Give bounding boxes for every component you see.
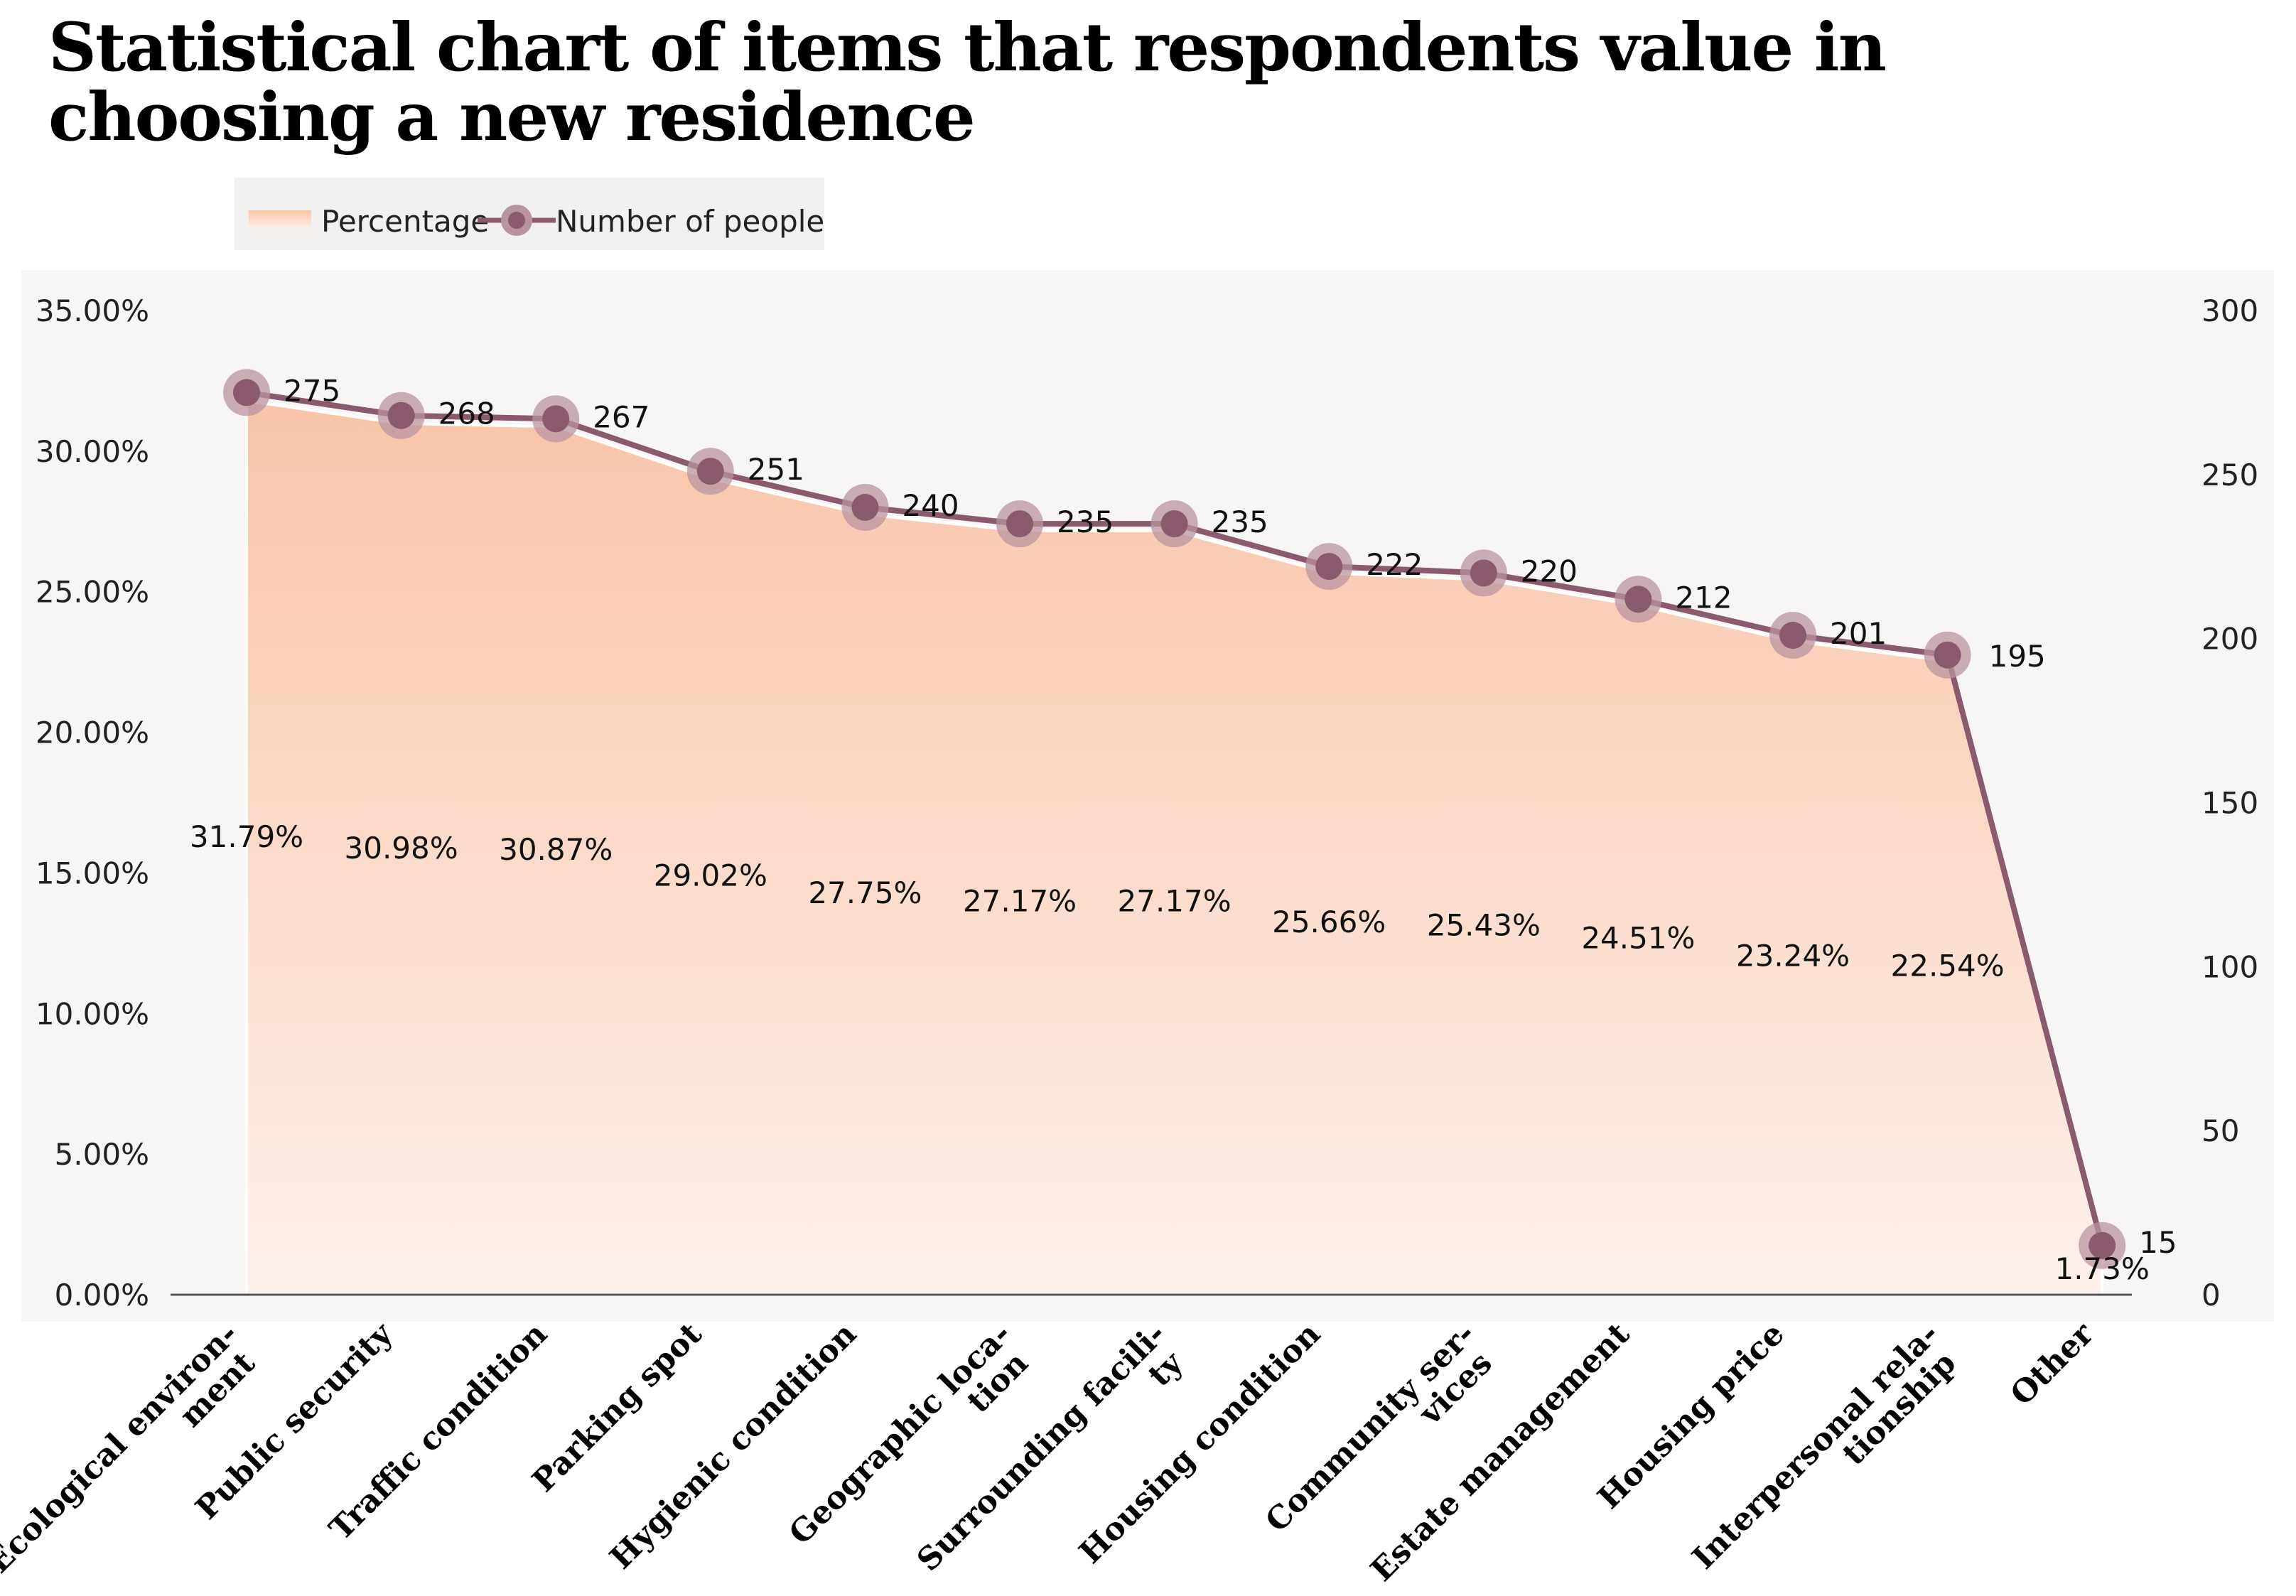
marker-point bbox=[696, 458, 724, 485]
legend: Percentage Number of people bbox=[235, 178, 824, 250]
right-tick-label: 0 bbox=[2201, 1278, 2221, 1312]
x-axis-label-line: Hygienic condition bbox=[603, 1316, 864, 1577]
right-axis: 0 50 100 150 200 250 300 bbox=[2201, 293, 2258, 1312]
count-data-label: 212 bbox=[1675, 580, 1732, 615]
percentage-data-label: 1.73% bbox=[2054, 1251, 2149, 1286]
count-data-label: 195 bbox=[1989, 639, 2046, 674]
marker-point bbox=[1160, 510, 1188, 538]
marker-point bbox=[542, 405, 570, 433]
right-tick-label: 250 bbox=[2201, 458, 2258, 492]
x-axis-label: Estate management bbox=[1364, 1315, 1637, 1588]
x-axis-label-line: Surrounding facili- bbox=[910, 1316, 1173, 1579]
right-tick-label: 100 bbox=[2201, 949, 2258, 984]
left-tick-label: 25.00% bbox=[36, 575, 149, 610]
marker-point bbox=[1779, 622, 1806, 649]
x-axis-label: Ecological environ-ment bbox=[0, 1316, 262, 1580]
count-data-label: 267 bbox=[593, 399, 650, 434]
percentage-data-label: 27.17% bbox=[963, 884, 1077, 919]
right-tick-label: 200 bbox=[2201, 622, 2258, 657]
marker-point bbox=[2089, 1231, 2116, 1259]
count-data-label: 275 bbox=[284, 373, 340, 408]
marker-point bbox=[233, 379, 260, 406]
count-data-label: 15 bbox=[2139, 1225, 2177, 1260]
marker-point bbox=[1624, 586, 1652, 613]
percentage-data-label: 30.98% bbox=[345, 831, 458, 866]
left-tick-label: 10.00% bbox=[36, 996, 149, 1031]
x-axis-label-line: Other bbox=[2004, 1315, 2101, 1413]
percentage-data-label: 27.75% bbox=[808, 875, 922, 910]
marker-point bbox=[1006, 510, 1033, 538]
count-data-label: 222 bbox=[1366, 547, 1423, 582]
left-tick-label: 30.00% bbox=[36, 434, 149, 469]
count-data-label: 251 bbox=[748, 452, 804, 487]
marker-point bbox=[387, 401, 415, 429]
count-data-label: 201 bbox=[1830, 616, 1887, 651]
left-tick-label: 20.00% bbox=[36, 716, 149, 750]
percentage-data-label: 25.43% bbox=[1427, 908, 1541, 943]
percentage-data-label: 29.02% bbox=[654, 858, 767, 893]
legend-swatch-marker bbox=[508, 212, 525, 229]
percentage-data-label: 31.79% bbox=[190, 819, 303, 854]
count-data-label: 268 bbox=[438, 397, 495, 431]
marker-point bbox=[1934, 641, 1961, 669]
percentage-data-label: 25.66% bbox=[1272, 905, 1386, 939]
left-tick-label: 5.00% bbox=[55, 1137, 149, 1172]
x-axis-label-line: Ecological environ- bbox=[0, 1316, 245, 1580]
count-labels: 275 268 267 251 240 235 235 222 220 212 201 195 15 bbox=[284, 373, 2177, 1259]
percentage-data-label: 23.24% bbox=[1736, 939, 1850, 974]
marker-point bbox=[1470, 559, 1497, 587]
left-tick-label: 0.00% bbox=[55, 1278, 149, 1312]
x-axis-label-line: Estate management bbox=[1364, 1315, 1637, 1588]
x-axis-label-line: Interpersonal rela- bbox=[1686, 1316, 1946, 1577]
percentage-labels: 31.79% 30.98% 30.87% 29.02% 27.75% 27.17% 27.1… bbox=[190, 819, 2150, 1286]
percentage-data-label: 22.54% bbox=[1891, 948, 2005, 983]
x-axis-label: Hygienic condition bbox=[603, 1316, 864, 1577]
percentage-data-label: 24.51% bbox=[1581, 921, 1695, 956]
left-tick-label: 35.00% bbox=[36, 293, 149, 328]
count-data-label: 235 bbox=[1057, 505, 1114, 539]
legend-label-number-of-people: Number of people bbox=[556, 204, 824, 239]
x-axis-label: Other bbox=[2004, 1315, 2101, 1413]
right-tick-label: 300 bbox=[2201, 293, 2258, 328]
count-data-label: 220 bbox=[1521, 554, 1578, 588]
marker-point bbox=[1315, 553, 1343, 581]
right-tick-label: 50 bbox=[2201, 1114, 2239, 1148]
legend-label-percentage: Percentage bbox=[321, 204, 489, 239]
right-tick-label: 150 bbox=[2201, 786, 2258, 821]
left-tick-label: 15.00% bbox=[36, 856, 149, 890]
count-data-label: 240 bbox=[902, 488, 959, 523]
left-axis: 0.00% 5.00% 10.00% 15.00% 20.00% 25.00% 30.00%… bbox=[36, 293, 149, 1312]
percentage-data-label: 27.17% bbox=[1118, 884, 1231, 919]
page-title: Statistical chart of items that responde… bbox=[48, 9, 1887, 156]
markers bbox=[223, 369, 2126, 1269]
marker-point bbox=[851, 494, 879, 521]
legend-swatch-percentage bbox=[249, 210, 311, 229]
percentage-data-label: 30.87% bbox=[499, 832, 613, 867]
count-data-label: 235 bbox=[1212, 505, 1268, 539]
